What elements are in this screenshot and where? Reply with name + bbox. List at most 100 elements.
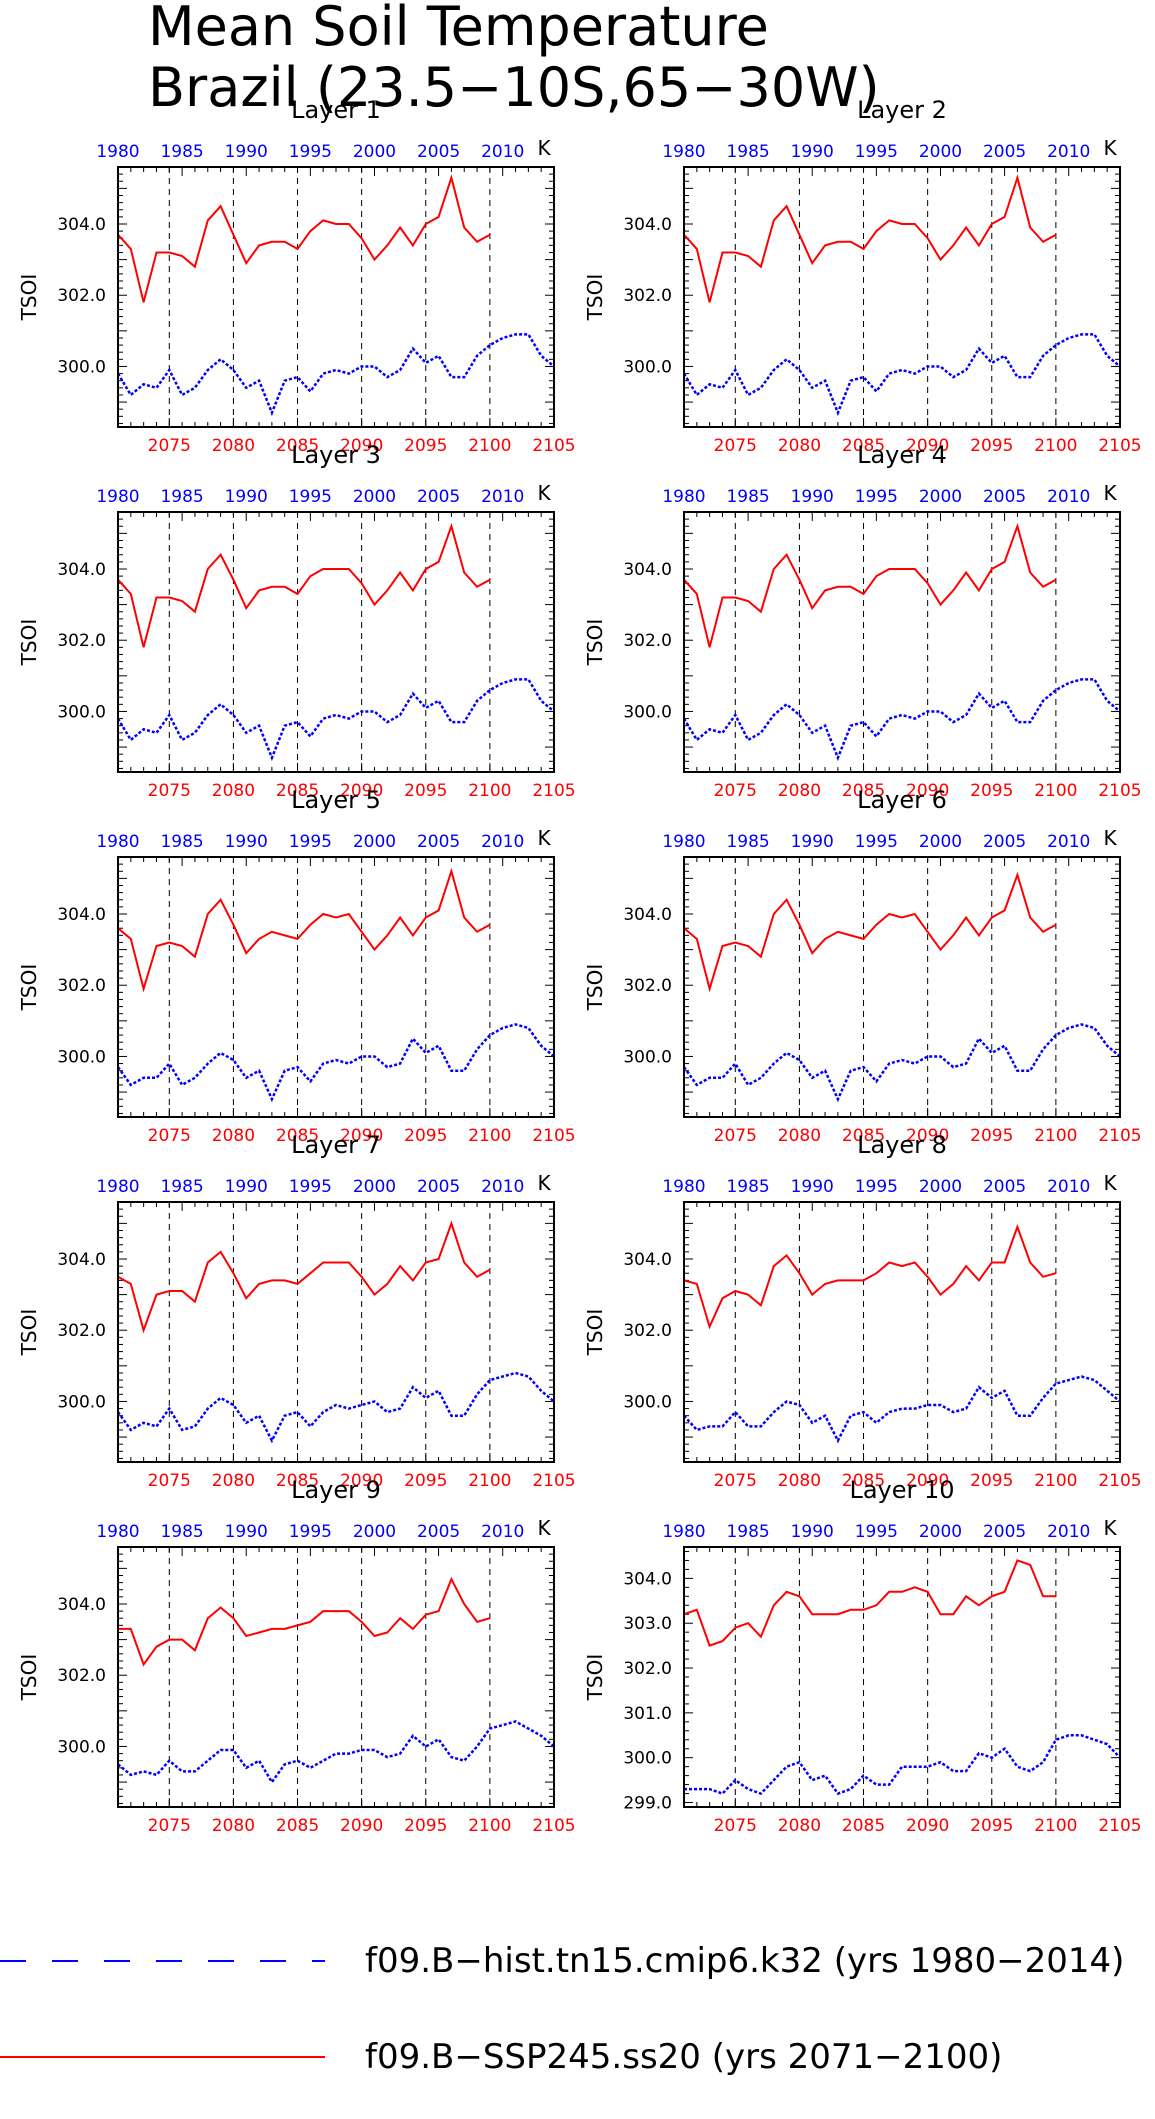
x-tick-label-bottom: 2075: [714, 436, 757, 456]
x-tick-label-bottom: 2080: [778, 436, 821, 456]
units-label: K: [537, 1516, 551, 1540]
x-tick-label-top: 1990: [791, 1522, 834, 1542]
x-tick-label-top: 1995: [289, 487, 332, 507]
y-tick-label: 304.0: [57, 1595, 106, 1615]
x-tick-label-bottom: 2085: [842, 1126, 885, 1146]
y-tick-label: 304.0: [57, 560, 106, 580]
y-tick-label: 302.0: [57, 631, 106, 651]
series-line-hist: [682, 333, 1121, 417]
y-tick-label: 300.0: [623, 1392, 672, 1412]
units-label: K: [537, 826, 551, 850]
y-axis-label: TSOI: [17, 619, 41, 667]
panel-title: Layer 2: [857, 96, 947, 124]
x-tick-label-top: 2010: [1047, 487, 1090, 507]
y-tick-label: 304.0: [623, 905, 672, 925]
panel-title: Layer 10: [849, 1476, 954, 1504]
y-tick-label: 300.0: [57, 702, 106, 722]
x-tick-label-top: 1985: [160, 487, 203, 507]
x-tick-label-top: 1990: [791, 832, 834, 852]
x-tick-label-bottom: 2075: [148, 1471, 191, 1491]
series-line-ssp: [117, 174, 491, 303]
y-tick-label: 302.0: [623, 976, 672, 996]
x-tick-label-bottom: 2100: [1034, 1816, 1077, 1836]
x-tick-label-bottom: 2105: [1098, 436, 1141, 456]
units-label: K: [1103, 826, 1117, 850]
series-line-hist: [116, 1371, 555, 1444]
x-tick-label-bottom: 2080: [212, 1471, 255, 1491]
y-tick-label: 304.0: [57, 1250, 106, 1270]
x-tick-label-bottom: 2075: [714, 1816, 757, 1836]
y-tick-label: 302.0: [623, 631, 672, 651]
series-line-hist: [682, 1023, 1121, 1103]
x-tick-label-bottom: 2090: [340, 436, 383, 456]
x-tick-label-bottom: 2075: [714, 1126, 757, 1146]
x-tick-label-bottom: 2105: [532, 1816, 575, 1836]
x-tick-label-bottom: 2085: [276, 436, 319, 456]
panel-title: Layer 8: [857, 1131, 947, 1159]
series-line-ssp: [683, 1223, 1057, 1330]
y-tick-label: 300.0: [623, 1047, 672, 1067]
figure-title-line1: Mean Soil Temperature: [148, 0, 769, 58]
x-tick-label-top: 2005: [983, 1522, 1026, 1542]
x-tick-label-top: 2010: [1047, 142, 1090, 162]
y-tick-label: 304.0: [57, 905, 106, 925]
x-tick-label-top: 2010: [481, 487, 524, 507]
x-tick-label-top: 2010: [481, 1177, 524, 1197]
y-axis-label: TSOI: [17, 1654, 41, 1702]
x-tick-label-bottom: 2095: [404, 1816, 447, 1836]
x-tick-label-bottom: 2100: [468, 1471, 511, 1491]
y-tick-label: 300.0: [623, 1749, 672, 1769]
x-tick-label-top: 2005: [983, 832, 1026, 852]
x-tick-label-top: 2000: [919, 832, 962, 852]
x-tick-label-bottom: 2090: [906, 1816, 949, 1836]
x-tick-label-bottom: 2105: [1098, 1471, 1141, 1491]
series-line-ssp: [117, 867, 491, 993]
x-tick-label-bottom: 2075: [714, 781, 757, 801]
x-tick-label-top: 1995: [289, 832, 332, 852]
x-tick-label-bottom: 2080: [778, 1471, 821, 1491]
x-tick-label-top: 2005: [417, 1522, 460, 1542]
y-axis-label: TSOI: [583, 619, 607, 667]
y-tick-label: 303.0: [623, 1614, 672, 1634]
x-tick-label-top: 1990: [791, 1177, 834, 1197]
series-line-ssp: [683, 1559, 1056, 1647]
series-line-hist: [116, 678, 555, 762]
panel-title: Layer 7: [291, 1131, 381, 1159]
units-label: K: [537, 136, 551, 160]
y-axis-label: TSOI: [583, 274, 607, 322]
x-tick-label-top: 1985: [160, 832, 203, 852]
x-tick-label-top: 1995: [289, 142, 332, 162]
x-tick-label-bottom: 2080: [778, 1816, 821, 1836]
units-label: K: [1103, 1516, 1117, 1540]
y-axis-label: TSOI: [17, 1309, 41, 1357]
x-tick-label-top: 2005: [983, 487, 1026, 507]
panel-6: Layer 6 K TSOI 2075 2080 2085 2090 2095 2100 2105…: [583, 786, 1142, 1146]
y-tick-label: 300.0: [57, 357, 106, 377]
x-tick-label-top: 2005: [417, 1177, 460, 1197]
x-tick-label-bottom: 2085: [276, 1126, 319, 1146]
x-tick-label-bottom: 2090: [906, 436, 949, 456]
plot-frame: [683, 166, 1121, 428]
plot-frame: [117, 856, 555, 1118]
x-tick-label-top: 2000: [353, 832, 396, 852]
x-tick-label-top: 1985: [726, 1177, 769, 1197]
x-tick-label-bottom: 2080: [212, 781, 255, 801]
panel-grid: Layer 1 K TSOI 2075 2080 2085 2090 2095 2100 2105…: [17, 96, 1142, 1836]
y-tick-label: 299.0: [623, 1794, 672, 1814]
x-tick-label-top: 1990: [225, 1522, 268, 1542]
x-tick-label-top: 1995: [855, 142, 898, 162]
x-tick-label-bottom: 2075: [148, 1126, 191, 1146]
x-tick-label-top: 1985: [160, 1177, 203, 1197]
x-tick-label-top: 2005: [417, 487, 460, 507]
plot-frame: [683, 511, 1121, 773]
x-tick-label-top: 1980: [662, 487, 705, 507]
x-tick-label-top: 1985: [160, 1522, 203, 1542]
panel-title: Layer 3: [291, 441, 381, 469]
x-tick-label-top: 2000: [919, 1522, 962, 1542]
x-tick-label-top: 1980: [96, 142, 139, 162]
x-tick-label-top: 2010: [481, 1522, 524, 1542]
y-tick-label: 304.0: [623, 560, 672, 580]
panel-5: Layer 5 K TSOI 2075 2080 2085 2090 2095 2100 2105…: [17, 786, 576, 1146]
x-tick-label-bottom: 2100: [468, 1816, 511, 1836]
y-tick-label: 300.0: [623, 357, 672, 377]
